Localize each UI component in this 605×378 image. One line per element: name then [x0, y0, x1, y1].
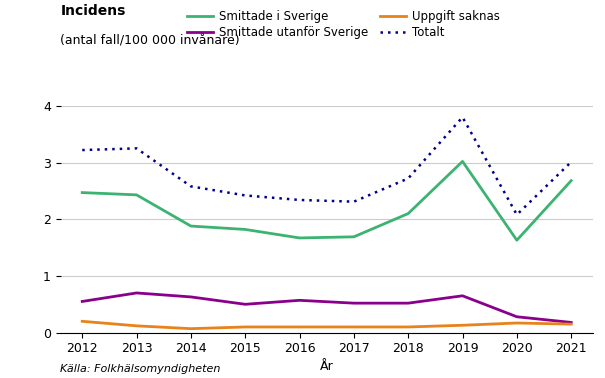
Uppgift saknas [188, 326, 195, 331]
Totalt [79, 148, 86, 152]
Totalt [459, 115, 466, 119]
Uppgift saknas [513, 321, 520, 325]
Line: Smittade utför Sverige: Smittade utför Sverige [82, 293, 571, 322]
Smittade i Sverige [241, 227, 249, 232]
Smittade utför Sverige [188, 295, 195, 299]
Uppgift saknas [133, 324, 140, 328]
Smittade i Sverige [567, 178, 575, 183]
X-axis label: År: År [320, 359, 333, 373]
Smittade utför Sverige [405, 301, 412, 305]
Line: Uppgift saknas: Uppgift saknas [82, 321, 571, 328]
Text: Incidens: Incidens [60, 4, 126, 18]
Smittade i Sverige [296, 236, 303, 240]
Smittade i Sverige [405, 211, 412, 216]
Totalt [513, 212, 520, 217]
Totalt [567, 160, 575, 164]
Uppgift saknas [79, 319, 86, 324]
Uppgift saknas [459, 323, 466, 327]
Smittade utför Sverige [513, 314, 520, 319]
Smittade utför Sverige [241, 302, 249, 307]
Totalt [133, 146, 140, 151]
Uppgift saknas [405, 325, 412, 329]
Totalt [350, 200, 358, 204]
Smittade utför Sverige [79, 299, 86, 304]
Line: Totalt: Totalt [82, 117, 571, 215]
Text: Källa: Folkhälsomyndigheten: Källa: Folkhälsomyndigheten [60, 364, 221, 374]
Uppgift saknas [241, 325, 249, 329]
Totalt [296, 198, 303, 202]
Smittade utför Sverige [567, 320, 575, 325]
Uppgift saknas [567, 322, 575, 327]
Smittade utför Sverige [350, 301, 358, 305]
Uppgift saknas [296, 325, 303, 329]
Totalt [405, 176, 412, 181]
Smittade utför Sverige [296, 298, 303, 302]
Smittade i Sverige [350, 234, 358, 239]
Smittade i Sverige [79, 191, 86, 195]
Smittade i Sverige [459, 159, 466, 164]
Smittade i Sverige [188, 224, 195, 228]
Smittade i Sverige [513, 238, 520, 243]
Line: Smittade i Sverige: Smittade i Sverige [82, 161, 571, 240]
Smittade i Sverige [133, 193, 140, 197]
Smittade utför Sverige [459, 293, 466, 298]
Uppgift saknas [350, 325, 358, 329]
Text: (antal fall/100 000 invånare): (antal fall/100 000 invånare) [60, 34, 240, 47]
Legend: Smittade i Sverige, Smittade utanför Sverige, Uppgift saknas, Totalt: Smittade i Sverige, Smittade utanför Sve… [188, 10, 500, 39]
Totalt [241, 193, 249, 198]
Totalt [188, 184, 195, 189]
Smittade utför Sverige [133, 291, 140, 295]
